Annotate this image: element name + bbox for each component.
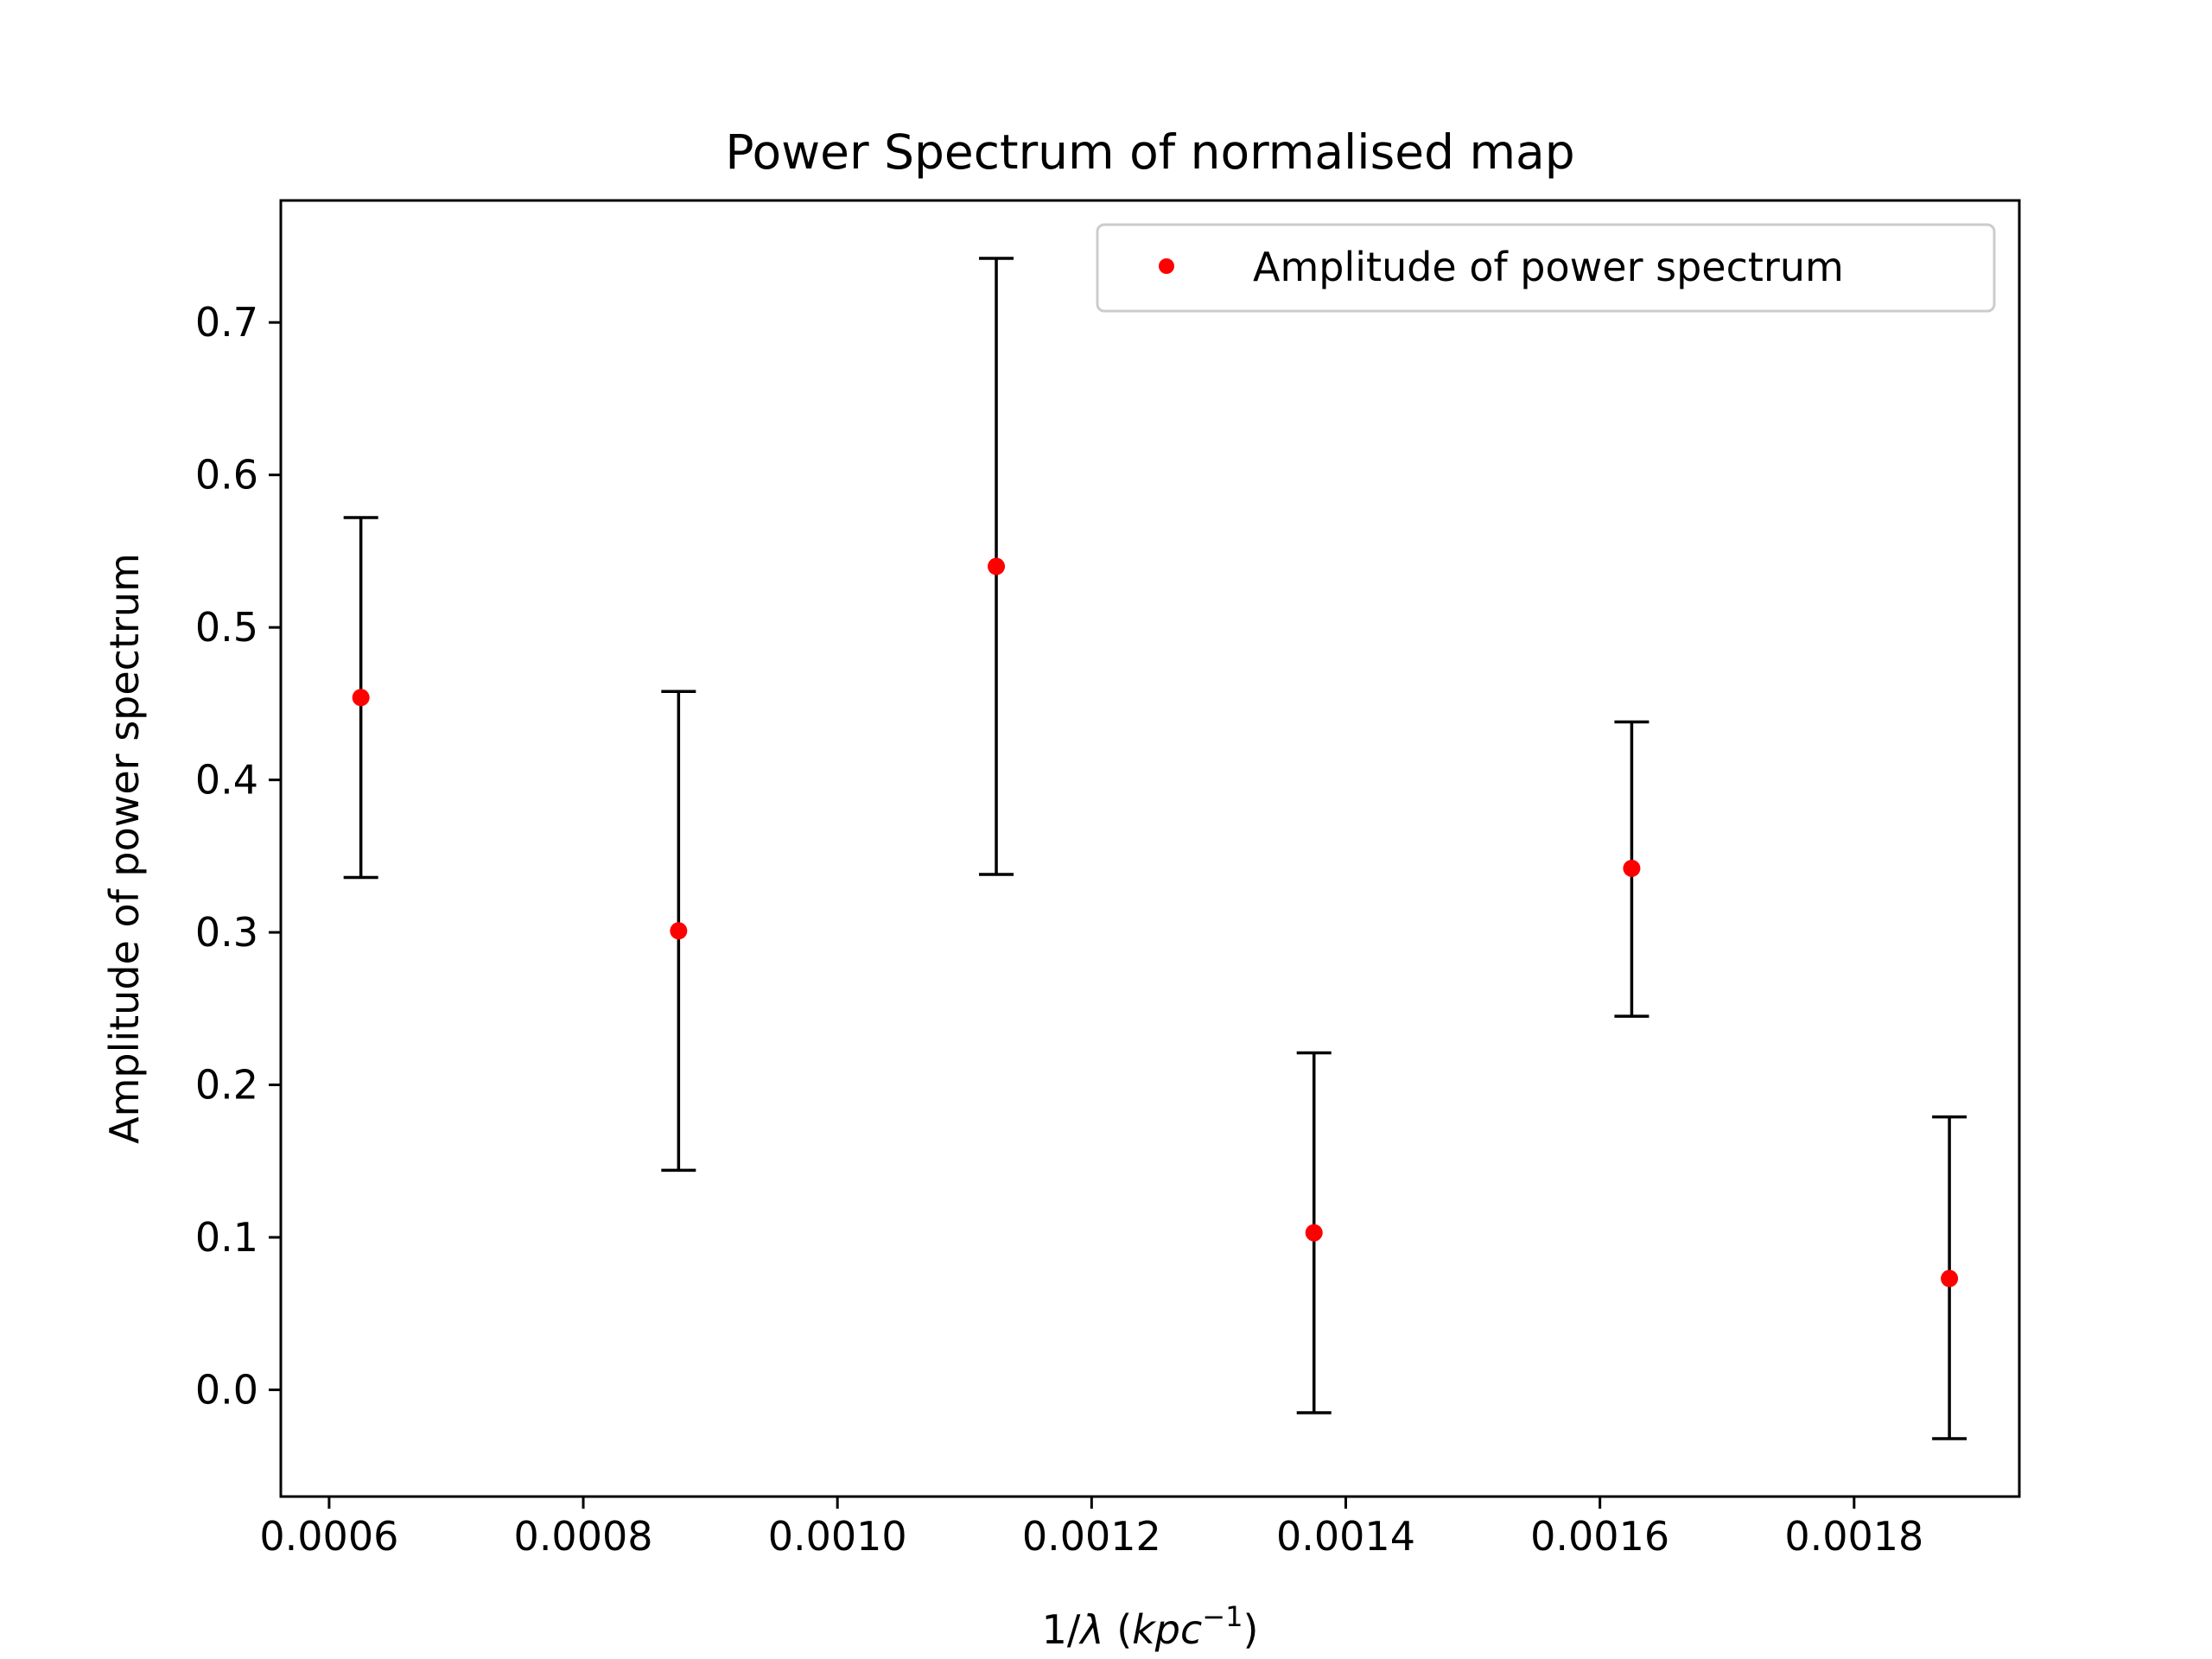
x-axis-title-prefix: 1/ — [1042, 1606, 1081, 1653]
data-point — [1305, 1224, 1323, 1242]
legend: Amplitude of power spectrum — [1096, 223, 1996, 313]
y-axis: 0.0 0.1 0.2 0.3 0.4 0.5 0.6 0.7 — [195, 299, 281, 1413]
y-tick-label: 0.4 — [195, 757, 258, 804]
x-axis-title: 1/λ (kpc−1) — [1042, 1600, 1259, 1653]
legend-label: Amplitude of power spectrum — [1253, 244, 1844, 290]
x-tick-label: 0.0006 — [259, 1513, 398, 1560]
y-tick-label: 0.1 — [195, 1214, 258, 1261]
y-tick-label: 0.3 — [195, 909, 258, 956]
x-axis-title-symbol: λ — [1077, 1606, 1103, 1653]
data-point — [1623, 859, 1641, 877]
y-tick-label: 0.0 — [195, 1366, 258, 1413]
y-tick-label: 0.6 — [195, 452, 258, 499]
data-point — [988, 557, 1006, 575]
y-tick-label: 0.7 — [195, 299, 258, 346]
x-tick-label: 0.0014 — [1276, 1513, 1415, 1560]
x-axis-title-unit: kpc — [1132, 1606, 1202, 1653]
plot-frame — [279, 199, 2021, 1498]
chart-title: Power Spectrum of normalised map — [725, 124, 1574, 180]
data-point — [1941, 1269, 1959, 1287]
data-point-group — [1614, 720, 1649, 1018]
x-axis-title-open: ( — [1104, 1606, 1133, 1653]
data-point — [670, 922, 688, 940]
y-tick-label: 0.5 — [195, 604, 258, 651]
x-axis-title-exponent: −1 — [1202, 1600, 1243, 1633]
x-tick-label: 0.0016 — [1530, 1513, 1669, 1560]
data-point — [352, 689, 370, 707]
y-axis-title: Amplitude of power spectrum — [101, 553, 148, 1144]
data-point-group — [1932, 1115, 1967, 1440]
x-tick-label: 0.0012 — [1022, 1513, 1161, 1560]
plot-layer — [343, 257, 1967, 1440]
x-axis: 0.0006 0.0008 0.0010 0.0012 0.0014 0.0016 0.00… — [259, 1497, 1923, 1560]
data-point-group — [979, 257, 1014, 876]
x-tick-label: 0.0008 — [514, 1513, 653, 1560]
legend-box — [1096, 223, 1996, 313]
y-tick-label: 0.2 — [195, 1062, 258, 1109]
legend-marker — [1159, 258, 1174, 274]
data-point-group — [343, 516, 378, 880]
data-point-group — [1296, 1051, 1332, 1414]
x-tick-label: 0.0018 — [1784, 1513, 1923, 1560]
x-axis-title-close: ) — [1243, 1606, 1258, 1653]
x-tick-label: 0.0010 — [768, 1513, 907, 1560]
data-point-group — [661, 690, 696, 1173]
